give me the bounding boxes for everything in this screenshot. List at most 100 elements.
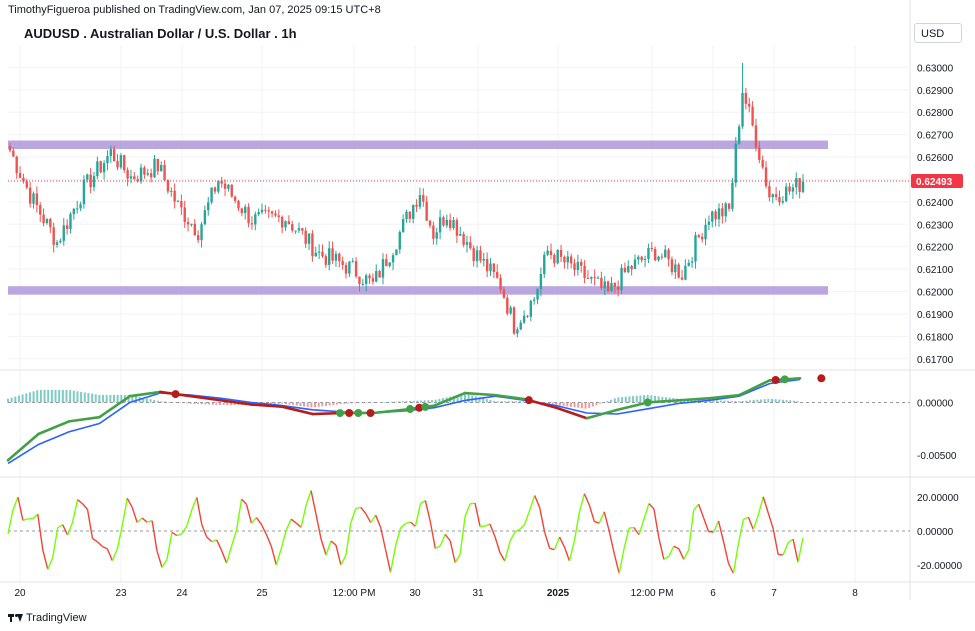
histogram-bar <box>734 401 737 403</box>
osc-segment <box>126 497 133 508</box>
osc-segment <box>365 513 372 523</box>
histogram-bar <box>441 398 444 403</box>
osc-segment <box>230 529 238 547</box>
candle-body <box>69 214 72 229</box>
candle-body <box>348 261 351 274</box>
histogram-bar <box>496 401 499 403</box>
histogram-bar <box>102 394 105 403</box>
time-tick-label: 25 <box>256 588 268 599</box>
histogram-bar <box>193 402 196 404</box>
tradingview-logo[interactable]: TradingView <box>8 612 87 624</box>
osc-segment <box>712 520 720 533</box>
osc-segment <box>265 534 272 547</box>
fast-line-segment <box>37 420 71 436</box>
histogram-bar <box>200 402 203 405</box>
candle-body <box>563 256 566 263</box>
candle-body <box>156 158 160 172</box>
osc-segment <box>400 522 406 529</box>
candle-body <box>304 230 307 244</box>
candle-body <box>39 205 42 215</box>
candle-body <box>89 174 92 188</box>
osc-segment <box>141 517 148 523</box>
histogram-bar <box>149 399 152 403</box>
histogram-bar <box>427 400 430 403</box>
histogram-bar <box>763 399 766 403</box>
histogram-bar <box>233 402 236 406</box>
histogram-bar <box>21 394 24 403</box>
osc-segment <box>191 497 198 511</box>
histogram-bar <box>222 402 225 406</box>
candle-body <box>22 177 25 182</box>
histogram-bar <box>504 401 507 403</box>
histogram-bar <box>785 400 788 403</box>
osc-segment <box>737 519 745 544</box>
candle-body <box>250 223 254 225</box>
candle-body <box>112 149 116 162</box>
histogram-bar <box>551 402 554 405</box>
candle-body <box>425 201 428 221</box>
candle-body <box>405 211 408 220</box>
histogram-bar <box>555 402 558 406</box>
histogram-bar <box>467 394 470 403</box>
price-tick-label: 0.61800 <box>917 332 954 343</box>
histogram-bar <box>332 402 335 405</box>
fast-line-segment <box>280 405 314 416</box>
histogram-bar <box>14 396 17 403</box>
currency-selector[interactable]: USD <box>914 23 962 43</box>
candle-body <box>180 201 183 208</box>
candle-body <box>485 258 489 272</box>
osc-segment <box>464 503 471 517</box>
candle-body <box>758 147 761 160</box>
histogram-bar <box>632 396 635 403</box>
histogram-bar <box>273 402 276 405</box>
osc-segment <box>295 522 302 528</box>
osc-segment <box>77 499 83 505</box>
candle-body <box>200 224 203 241</box>
candle-body <box>704 224 707 240</box>
candle-body <box>32 193 35 204</box>
histogram-bar <box>47 389 50 403</box>
histogram-bar <box>511 401 514 403</box>
osc-segment <box>405 521 411 525</box>
osc-segment <box>722 541 730 564</box>
candle-body <box>620 267 623 291</box>
candle-body <box>170 190 173 192</box>
histogram-bar <box>760 399 763 403</box>
candle-body <box>277 215 281 217</box>
osc-segment <box>767 512 774 529</box>
candle-body <box>690 261 694 263</box>
osc-segment <box>290 518 297 524</box>
candle-body <box>358 276 361 284</box>
candle-body <box>556 249 559 264</box>
osc-segment <box>161 558 168 568</box>
candle-body <box>479 250 482 261</box>
candle-body <box>465 242 469 245</box>
histogram-bar <box>72 390 75 403</box>
osc-segment <box>86 509 94 539</box>
chart-canvas[interactable]: 0.630000.629000.628000.627000.626000.625… <box>0 0 975 600</box>
candle-body <box>546 250 549 255</box>
candle-body <box>254 214 257 225</box>
time-tick-label: 30 <box>409 588 421 599</box>
osc-segment <box>449 540 456 563</box>
histogram-bar <box>328 402 331 406</box>
histogram-bar <box>343 402 346 404</box>
osc-segment <box>697 504 705 519</box>
candle-body <box>610 283 613 292</box>
osc-segment <box>121 498 128 526</box>
histogram-bar <box>452 395 455 403</box>
candle-body <box>338 253 341 262</box>
histogram-bar <box>394 401 397 403</box>
osc-segment <box>181 525 188 535</box>
candle-body <box>341 261 344 266</box>
candle-body <box>627 266 630 273</box>
histogram-bar <box>752 400 755 403</box>
osc-segment <box>424 500 432 523</box>
candle-body <box>364 275 368 284</box>
histogram-bar <box>80 391 83 403</box>
histogram-bar <box>134 396 137 403</box>
histogram-bar <box>584 402 587 409</box>
histogram-bar <box>610 399 613 403</box>
histogram-bar <box>485 399 488 403</box>
candle-body <box>375 271 378 282</box>
